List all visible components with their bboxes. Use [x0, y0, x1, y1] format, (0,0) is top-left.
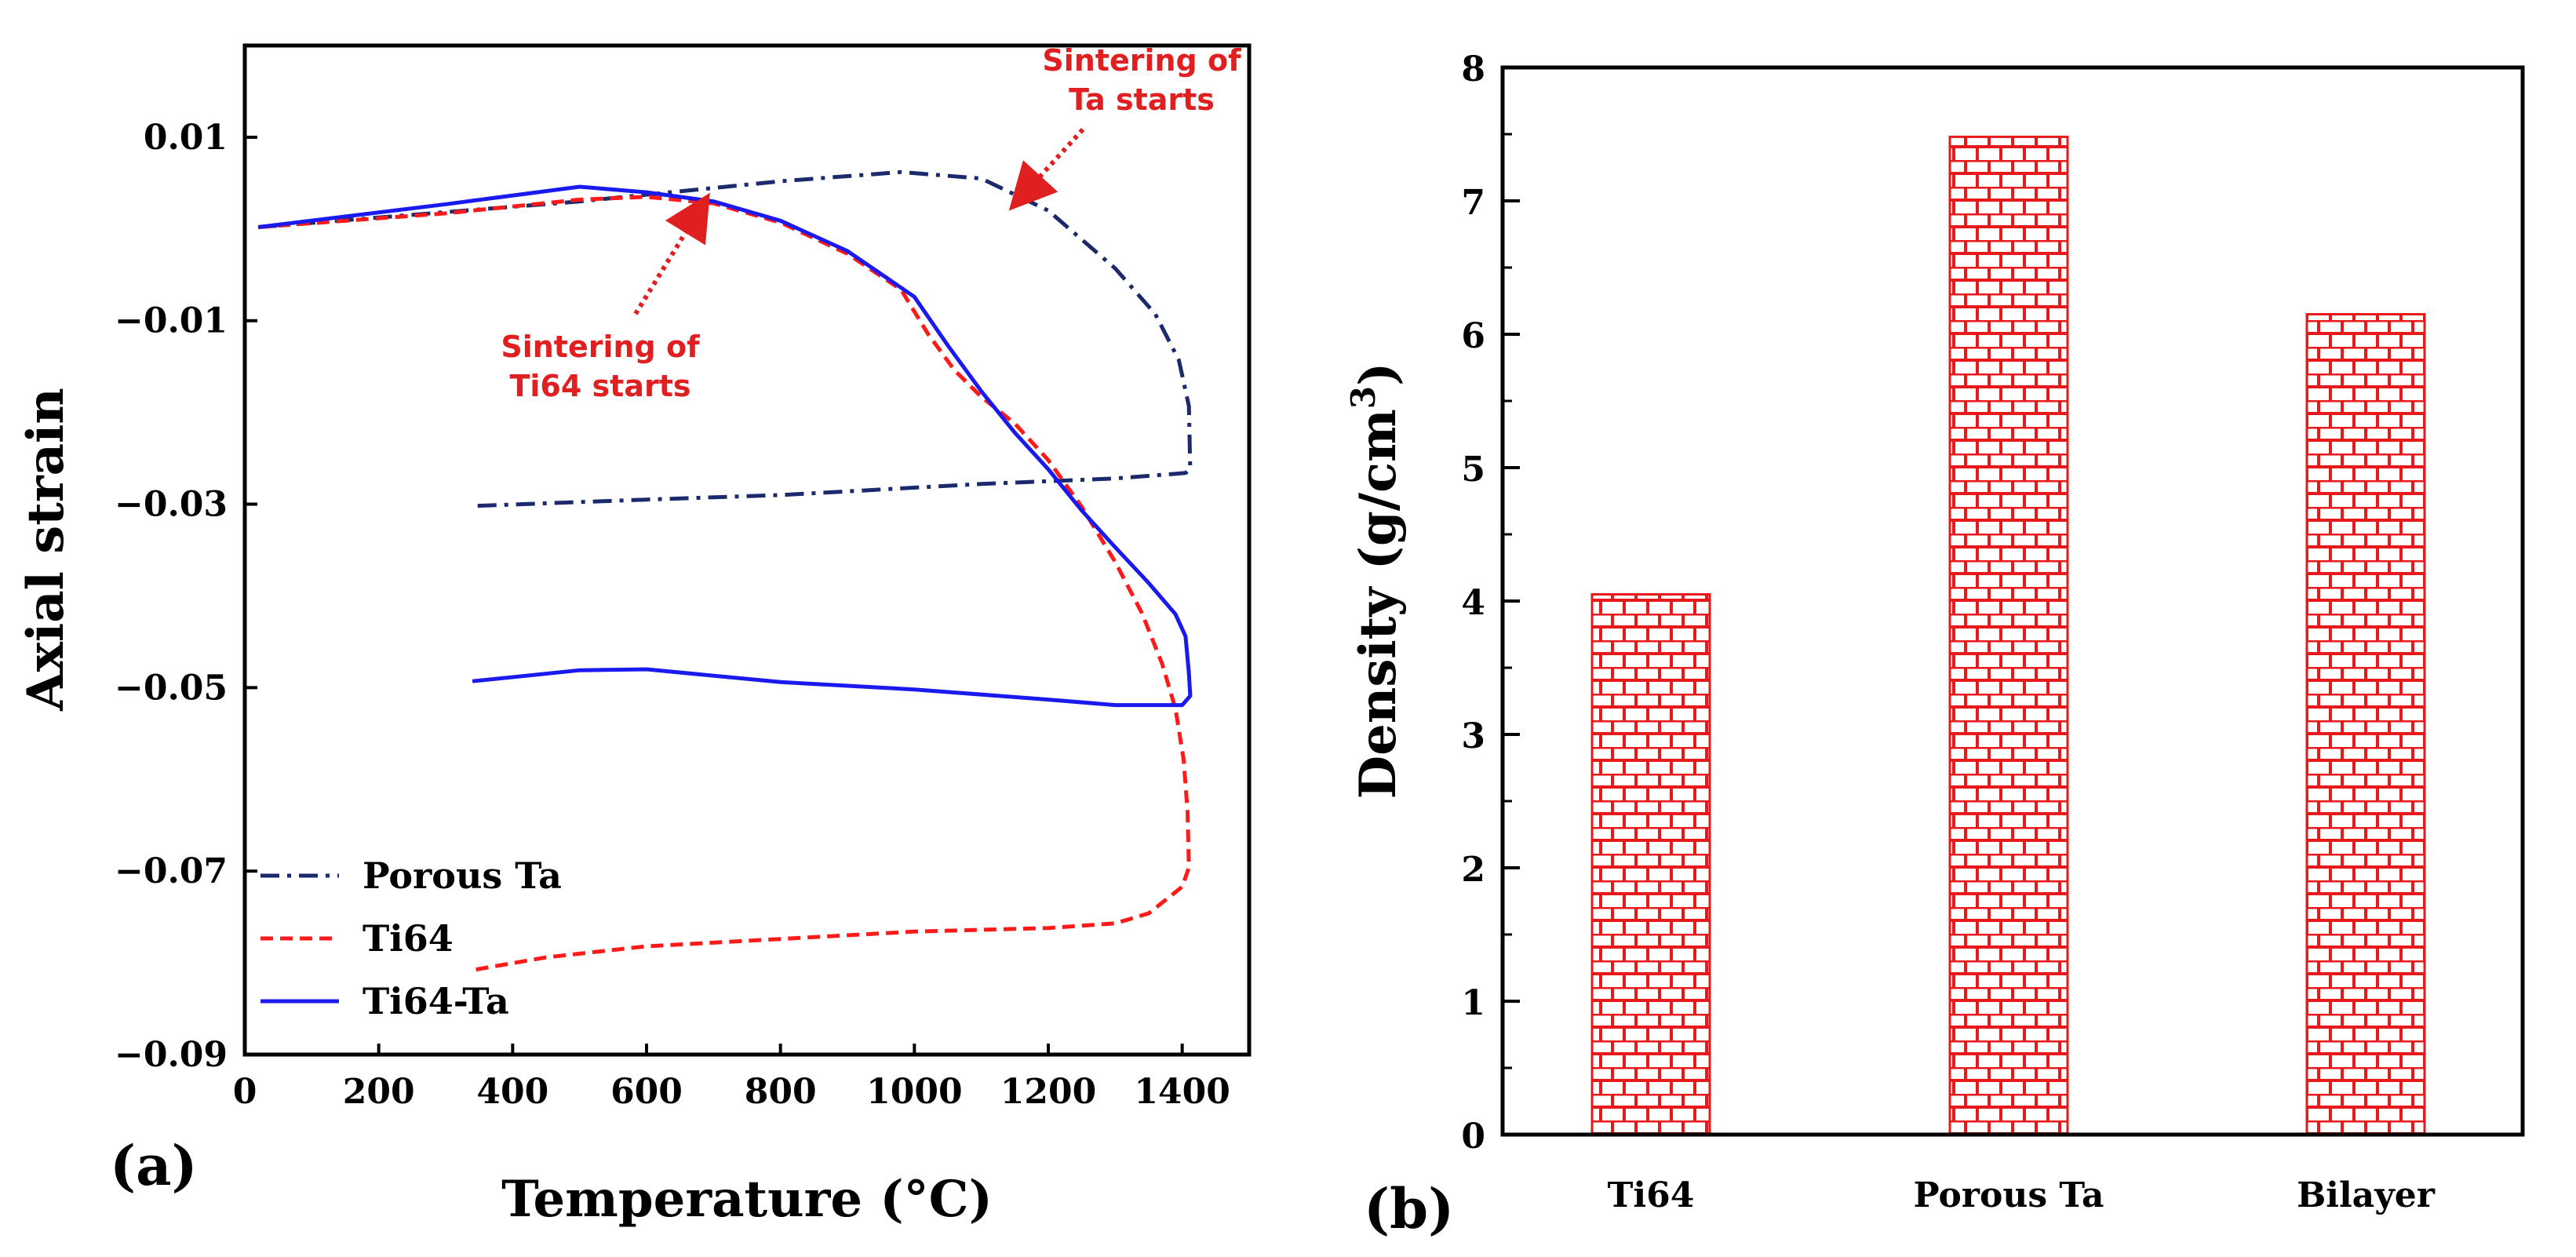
plot-frame-a [242, 43, 1252, 1057]
series-line-ti64-ta [257, 184, 1193, 708]
y-tick-label-a: −0.07 [115, 851, 228, 891]
panel-b: 0 1 2 3 4 5 6 7 8 Ti64 Porous Ta Bilayer Density (g… [1344, 49, 2525, 1241]
y-tick-label-b: 5 [1461, 450, 1485, 490]
y-tick-label-b: 8 [1461, 49, 1485, 89]
annotation-arrow [633, 192, 710, 315]
legend-label: Porous Ta [363, 854, 562, 897]
panel-label-a: (a) [110, 1133, 198, 1198]
axis-ticks-b: 0 1 2 3 4 5 6 7 8 Ti64 Porous Ta Bilayer [1461, 49, 2435, 1215]
x-tick-label-a: 1200 [1000, 1072, 1096, 1112]
annotation-line: Ti64 starts [509, 369, 690, 403]
bar-group-b [1590, 135, 2426, 1136]
y-tick-label-b: 0 [1461, 1117, 1485, 1157]
y-tick-label-a: −0.05 [115, 668, 228, 708]
y-tick-label-a: −0.09 [115, 1035, 228, 1075]
y-axis-title-b-main: Density (g/cm [1349, 409, 1408, 799]
annotation-line: Ta starts [1069, 82, 1215, 117]
bar-ti64 [1590, 593, 1711, 1136]
x-tick-label-a: 400 [476, 1072, 548, 1112]
annotation-line: Sintering of [501, 330, 700, 364]
legend-label: Ti64-Ta [363, 980, 509, 1022]
x-tick-label-a: 800 [745, 1072, 817, 1112]
panel-a: 0 200 400 600 800 1000 1200 1400 0.01 −0.01 −0.03 −… [16, 43, 1252, 1229]
y-axis-title-b-close: ) [1349, 363, 1408, 386]
y-axis-title-b: Density (g/cm3) [1344, 363, 1408, 800]
x-tick-label-a: 1000 [866, 1072, 962, 1112]
annotation-line: Sintering of [1042, 43, 1241, 78]
legend-a: Porous Ta Ti64 Ti64-Ta [261, 854, 562, 1022]
annotations-a: Sintering of Ta starts Sintering of Ti64 st… [501, 43, 1241, 403]
annotation-arrow [1008, 127, 1085, 211]
y-axis-title-a: Axial strain [16, 388, 75, 712]
x-tick-label-a: 600 [610, 1072, 683, 1112]
y-tick-label-b: 3 [1461, 716, 1485, 756]
x-category-label-b: Ti64 [1608, 1175, 1695, 1215]
axis-ticks-a: 0 200 400 600 800 1000 1200 1400 0.01 −0.01 −0.03 −… [115, 118, 1230, 1112]
x-axis-title-a: Temperature (°C) [501, 1170, 993, 1229]
y-tick-label-a: −0.03 [115, 485, 228, 525]
y-tick-label-b: 2 [1461, 850, 1485, 890]
y-axis-title-b-sup: 3 [1344, 386, 1383, 409]
panel-label-b: (b) [1364, 1176, 1454, 1241]
x-category-label-b: Porous Ta [1914, 1175, 2104, 1215]
annotation-text: Sintering of Ti64 starts [501, 330, 700, 403]
y-tick-label-b: 6 [1461, 316, 1485, 356]
bar-bilayer [2305, 313, 2426, 1136]
series-group-a [257, 169, 1193, 972]
y-tick-label-a: 0.01 [144, 118, 228, 158]
x-tick-label-a: 200 [343, 1072, 415, 1112]
x-tick-label-a: 1400 [1134, 1072, 1230, 1112]
annotation-text: Sintering of Ta starts [1042, 43, 1241, 117]
y-tick-label-a: −0.01 [115, 301, 228, 341]
x-tick-label-a: 0 [233, 1072, 257, 1112]
bar-porous-ta [1948, 135, 2069, 1136]
legend-label: Ti64 [363, 917, 454, 960]
y-tick-label-b: 1 [1461, 983, 1485, 1023]
x-category-label-b: Bilayer [2297, 1175, 2436, 1215]
series-line-porous-ta [257, 169, 1193, 508]
y-tick-label-b: 7 [1461, 183, 1485, 223]
y-tick-label-b: 4 [1461, 583, 1485, 623]
